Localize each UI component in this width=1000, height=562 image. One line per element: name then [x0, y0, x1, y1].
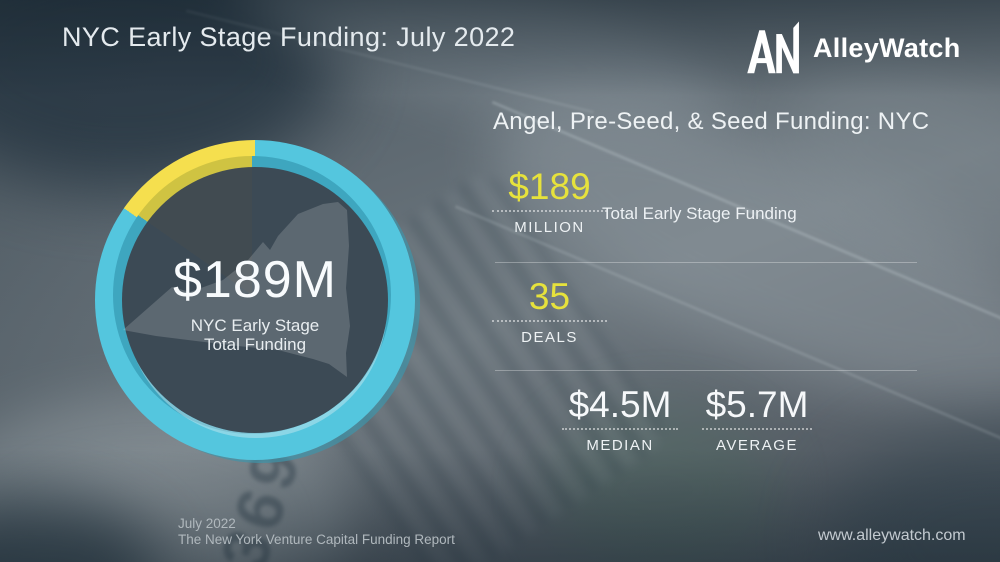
report-footer-line2: The New York Venture Capital Funding Rep… — [178, 531, 455, 547]
alleywatch-monogram-icon — [747, 21, 799, 74]
separator-line — [495, 262, 917, 263]
stat-total-funding-description: Total Early Stage Funding — [602, 204, 797, 223]
stats-heading: Angel, Pre-Seed, & Seed Funding: NYC — [493, 108, 930, 135]
stat-total-funding: $189 MILLION — [492, 166, 607, 236]
stat-total-funding-value: $189 — [508, 166, 591, 207]
alleywatch-logo: AlleyWatch — [746, 20, 961, 76]
stat-deals-unit: DEALS — [521, 329, 578, 346]
dotted-rule — [492, 320, 607, 322]
stat-median: $4.5M MEDIAN — [562, 384, 678, 454]
stat-total-funding-unit: MILLION — [514, 219, 585, 236]
dotted-rule — [702, 428, 812, 430]
donut-center-label-line1: NYC Early Stage — [190, 316, 320, 335]
stat-average: $5.7M AVERAGE — [702, 384, 812, 454]
dotted-rule — [492, 210, 607, 212]
stat-deals: 35 DEALS — [492, 276, 607, 346]
website-url: www.alleywatch.com — [818, 527, 966, 544]
donut-chart: $189M NYC Early Stage Total Funding — [95, 140, 415, 460]
page-title: NYC Early Stage Funding: July 2022 — [62, 22, 516, 52]
stat-median-value: $4.5M — [568, 384, 672, 425]
stat-average-value: $5.7M — [705, 384, 809, 425]
alleywatch-wordmark: AlleyWatch — [813, 32, 961, 63]
report-footer-line1: July 2022 — [178, 516, 236, 531]
donut-center-value: $189M — [173, 251, 337, 309]
report-footer: July 2022 The New York Venture Capital F… — [178, 516, 455, 547]
donut-center-label-line2: Total Funding — [203, 335, 307, 354]
stat-deals-value: 35 — [528, 276, 571, 317]
dotted-rule — [562, 428, 678, 430]
donut-center-label: NYC Early Stage Total Funding — [95, 316, 415, 354]
stat-average-unit: AVERAGE — [716, 437, 798, 454]
separator-line — [495, 370, 917, 371]
stat-median-unit: MEDIAN — [586, 437, 654, 454]
